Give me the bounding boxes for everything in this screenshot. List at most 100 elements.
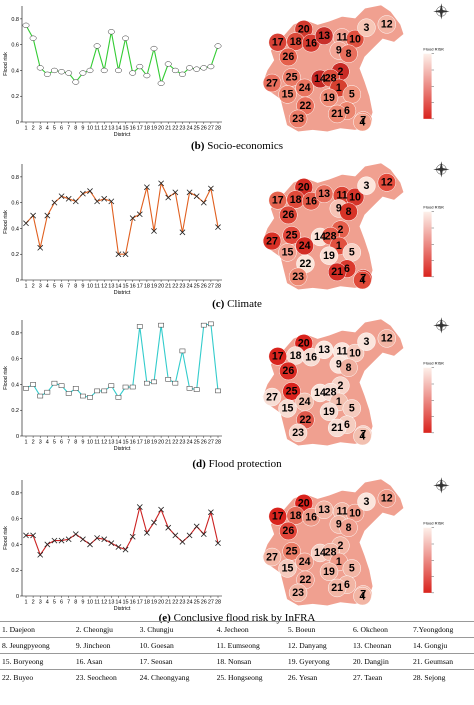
data-point — [158, 180, 164, 187]
x-tick-label: 4 — [46, 126, 49, 132]
compass-rose-icon — [433, 161, 450, 178]
data-point — [179, 538, 186, 545]
y-tick-label: 0.4 — [11, 68, 19, 74]
district-number-label: 18 — [290, 36, 302, 48]
data-point — [193, 193, 200, 200]
legend-title: Flood RISK — [423, 520, 444, 525]
district-number-label: 6 — [344, 579, 350, 591]
x-tick-label: 26 — [201, 600, 207, 606]
district-number-label: 16 — [305, 511, 317, 523]
district-number-label: 10 — [349, 33, 361, 45]
district-number-label: 15 — [282, 89, 294, 101]
data-point — [72, 386, 79, 391]
x-tick-label: 17 — [137, 284, 143, 290]
district-number-label: 5 — [349, 563, 355, 575]
x-tick-label: 23 — [179, 284, 185, 290]
district-number-label: 19 — [323, 250, 335, 262]
district-number-label: 5 — [349, 403, 355, 415]
data-point — [72, 531, 79, 538]
district-region — [262, 547, 282, 567]
district-number-label: 22 — [300, 258, 312, 270]
line-chart: 00.20.40.60.81 2 3 4 5 6 7 8 9 10 11 12 13 14 15 16 17 18… — [3, 320, 222, 452]
line-chart: 00.20.40.60.81 2 3 4 5 6 7 8 9 10 11 12 13 14 15 16 17 18… — [3, 480, 222, 612]
x-tick-label: 15 — [122, 284, 128, 290]
x-tick-label: 18 — [144, 284, 150, 290]
y-tick-label: 0.8 — [11, 491, 19, 497]
data-point — [193, 387, 200, 392]
x-tick-label: 10 — [87, 600, 93, 606]
data-point — [101, 536, 108, 543]
data-point — [129, 533, 136, 540]
data-point — [80, 190, 86, 197]
line-chart: 00.20.40.60.81 2 3 4 5 6 7 8 9 10 11 12 13 14 15 16 17 18… — [3, 164, 222, 296]
district-number-label: 3 — [364, 22, 370, 34]
district-number-label: 6 — [344, 263, 350, 275]
x-tick-label: 6 — [60, 126, 63, 132]
district-number-label: 24 — [299, 240, 311, 252]
district-number-label: 24 — [299, 556, 311, 568]
data-point — [37, 393, 44, 399]
district-number-label: 7 — [360, 273, 366, 285]
district-cell: 22. Buyeo — [0, 669, 74, 685]
data-point — [101, 195, 108, 202]
district-number-label: 14 — [314, 547, 326, 559]
data-point — [51, 199, 58, 206]
data-point — [129, 70, 137, 76]
district-region — [353, 270, 372, 290]
district-region — [279, 521, 298, 541]
data-point — [215, 388, 221, 394]
compass-rose-icon — [433, 3, 450, 20]
x-tick-label: 6 — [60, 600, 63, 606]
district-number-label: 8 — [346, 48, 352, 60]
district-number-label: 12 — [381, 493, 393, 505]
data-point — [158, 322, 164, 328]
district-number-label: 4 — [359, 430, 365, 442]
district-region — [377, 15, 397, 34]
data-point — [44, 212, 51, 219]
x-tick-label: 2 — [32, 600, 35, 606]
district-number-label: 22 — [300, 100, 312, 112]
district-number-label: 26 — [282, 525, 294, 537]
x-tick-label: 26 — [201, 284, 207, 290]
district-cell: 27. Taean — [350, 669, 411, 685]
figure-panel: 0 0.2 0.4 0.6 0.8 1 2 3 4 5 6 7 8 9 10 11 12 13 14 15 16 17 18… — [0, 0, 474, 140]
district-region — [357, 492, 376, 511]
x-tick-label: 8 — [74, 126, 77, 132]
data-point — [144, 380, 150, 386]
data-point — [214, 43, 222, 49]
district-number-label: 28 — [325, 72, 337, 84]
y-tick-label: 0 — [16, 594, 19, 600]
district-region — [279, 205, 298, 225]
district-region — [278, 85, 297, 104]
district-number-label: 21 — [331, 266, 343, 278]
district-region — [268, 507, 287, 526]
x-tick-label: 5 — [53, 600, 56, 606]
district-region — [357, 176, 376, 195]
data-point — [30, 532, 36, 539]
district-region — [377, 489, 397, 508]
district-number-label: 26 — [282, 51, 294, 63]
data-point — [101, 388, 108, 394]
district-number-label: 27 — [266, 77, 278, 89]
data-point — [143, 72, 151, 79]
x-tick-label: 27 — [208, 126, 214, 132]
district-number-label: 16 — [305, 37, 317, 49]
x-tick-label: 19 — [151, 600, 157, 606]
x-tick-label: 15 — [122, 440, 128, 446]
x-tick-label: 23 — [179, 600, 185, 606]
table-row: 8. Jeungpyeong 9. Jincheon 10. Goesan 11. E… — [0, 637, 474, 654]
x-tick-label: 9 — [81, 284, 84, 290]
x-tick-label: 13 — [108, 440, 114, 446]
data-point — [165, 524, 172, 531]
district-number-label: 13 — [318, 188, 330, 200]
data-point — [37, 244, 44, 251]
district-number-label: 10 — [349, 191, 361, 203]
caption-text: Climate — [224, 298, 262, 310]
x-tick-label: 18 — [144, 440, 150, 446]
x-tick-label: 26 — [201, 126, 207, 132]
x-tick-label: 28 — [215, 440, 221, 446]
data-point — [150, 45, 158, 52]
compass-rose-icon — [433, 317, 450, 334]
data-point — [22, 22, 30, 28]
y-tick-label: 0 — [16, 434, 19, 440]
